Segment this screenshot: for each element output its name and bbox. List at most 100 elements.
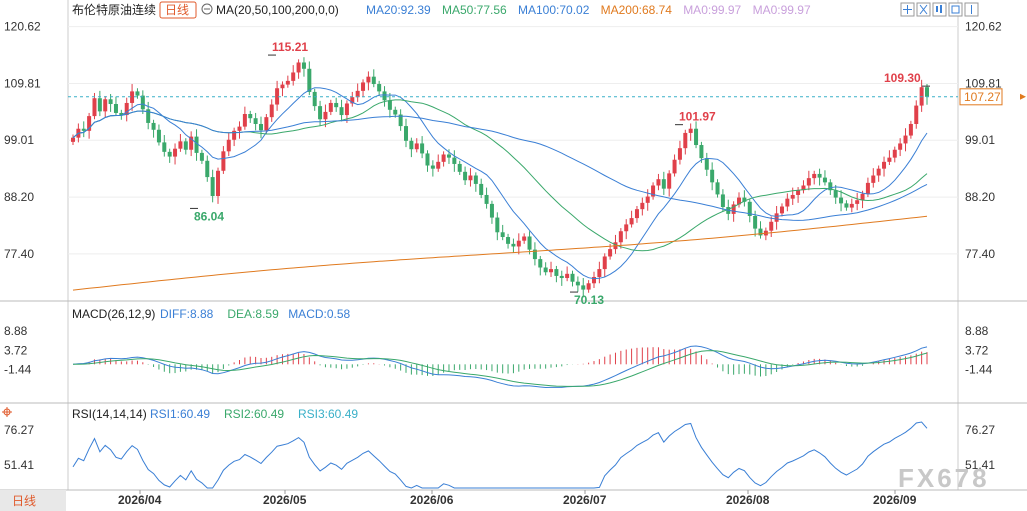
candle-body-79 (495, 217, 500, 233)
candle-body-33 (248, 114, 253, 119)
candle-body-115 (688, 128, 693, 133)
candle-body-80 (500, 232, 505, 238)
ma-value-4: MA0:99.97 (683, 3, 741, 17)
candles-icon-box[interactable] (932, 2, 947, 17)
candle-body-52 (350, 97, 355, 104)
candle-body-93 (570, 273, 575, 282)
candle-body-63 (409, 140, 414, 150)
candle-body-46 (318, 106, 323, 120)
annotation-1: 86.04 (194, 209, 224, 223)
candle-body-44 (307, 68, 312, 92)
candle-body-4 (92, 98, 97, 117)
table-icon-a (951, 5, 960, 14)
candle-body-155 (903, 135, 908, 144)
candle-body-157 (914, 105, 919, 124)
annotation-4: 109.30 (884, 71, 921, 85)
candle-body-82 (511, 243, 516, 247)
candle-body-16 (156, 129, 161, 143)
candle-body-116 (694, 128, 699, 146)
current-price-marker (1020, 93, 1026, 100)
candle-body-66 (425, 153, 430, 166)
ma-value-0: MA20:92.39 (366, 3, 431, 17)
ma100-line (72, 110, 928, 221)
ma20-line (72, 87, 928, 280)
candle-body-98 (597, 269, 602, 277)
candle-body-126 (747, 201, 752, 216)
candle-body-110 (661, 179, 666, 189)
rsi-label: RSI(14,14,14) (72, 407, 147, 421)
candle-body-124 (737, 197, 742, 205)
grid-icon[interactable] (916, 2, 931, 17)
x-label-4: 2026/08 (726, 493, 770, 507)
candle-body-76 (479, 183, 484, 195)
candle-body-22 (189, 136, 194, 150)
candle-body-142 (833, 190, 838, 198)
candle-body-41 (291, 72, 296, 81)
candle-body-94 (575, 281, 580, 286)
candle-body-74 (468, 175, 473, 181)
candles-icon[interactable] (932, 2, 947, 17)
candle-body-102 (618, 231, 623, 243)
candle-body-40 (285, 80, 290, 85)
period-badge-box[interactable] (159, 1, 197, 19)
pin-icon[interactable] (964, 2, 979, 17)
rsi-value-1: RSI2:60.49 (224, 407, 284, 421)
chart-frame (0, 0, 1027, 491)
price-tick-right-1: 109.81 (965, 76, 1002, 90)
candle-body-10 (124, 102, 129, 116)
x-label-0: 2026/04 (118, 493, 162, 507)
candle-body-118 (704, 158, 709, 170)
current-price-box (959, 88, 1003, 106)
table-icon-box[interactable] (948, 2, 963, 17)
candle-body-96 (586, 283, 591, 290)
instrument-title: 布伦特原油连续 (72, 2, 156, 17)
candle-body-47 (323, 111, 328, 120)
candle-body-68 (436, 161, 441, 169)
candle-body-120 (715, 182, 720, 195)
grid-icon-b (919, 4, 928, 15)
candle-body-107 (645, 196, 650, 203)
rsi-settings-icon[interactable] (2, 407, 12, 417)
candle-body-50 (339, 107, 344, 116)
candle-body-35 (258, 123, 263, 131)
candle-body-26 (210, 177, 215, 197)
candle-body-60 (393, 109, 398, 115)
candle-body-64 (414, 143, 419, 150)
candle-body-2 (81, 128, 86, 131)
current-price-label: 107.27 (964, 90, 1001, 104)
period-badge[interactable]: 日线 (165, 3, 189, 17)
candle-body-69 (441, 154, 446, 162)
candle-body-87 (538, 259, 543, 268)
candle-body-127 (753, 215, 758, 229)
candle-body-152 (887, 157, 892, 162)
rsi-value-0: RSI1:60.49 (150, 407, 210, 421)
ma-value-3: MA200:68.74 (601, 3, 673, 17)
candle-body-11 (130, 91, 135, 103)
crosshair-icon[interactable] (900, 2, 915, 17)
x-label-2: 2026/06 (410, 493, 454, 507)
candle-body-139 (817, 173, 822, 178)
candle-body-105 (634, 209, 639, 219)
candle-body-154 (898, 143, 903, 150)
candle-body-140 (822, 177, 827, 183)
table-icon[interactable] (948, 2, 963, 17)
candle-body-83 (516, 240, 521, 247)
candle-body-125 (742, 197, 747, 202)
candle-body-17 (162, 142, 167, 152)
price-tick-left-4: 77.40 (4, 247, 34, 261)
candle-body-12 (135, 91, 140, 96)
candle-body-37 (269, 104, 274, 118)
candle-body-91 (559, 275, 564, 279)
footer-period-tab[interactable]: 日线 (12, 494, 36, 508)
macd-plot: 8.88 8.88 3.72 3.72 -1.44 -1.44 (4, 324, 993, 389)
candle-body-121 (720, 194, 725, 208)
candle-body-14 (146, 109, 151, 123)
candle-body-148 (865, 182, 870, 194)
ma-settings-icon[interactable] (201, 3, 213, 15)
candle-body-90 (554, 269, 559, 276)
candle-body-48 (328, 102, 333, 112)
price-tick-right-4: 77.40 (965, 247, 995, 261)
candle-body-111 (667, 173, 672, 189)
candle-body-132 (779, 206, 784, 214)
candles-icon-b (940, 5, 942, 13)
